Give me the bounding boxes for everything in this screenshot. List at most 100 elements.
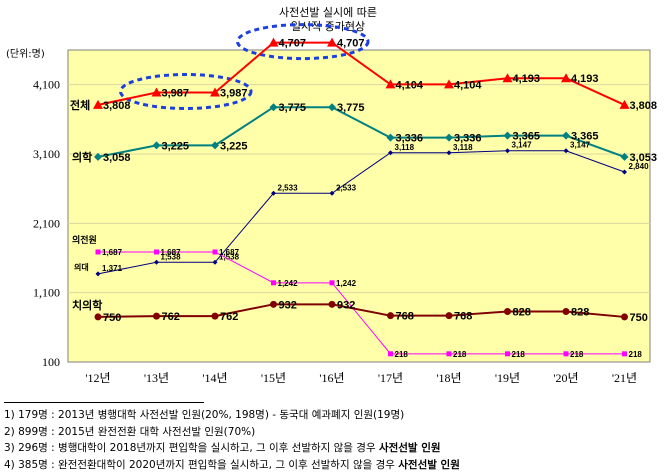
data-label: 932 xyxy=(337,299,355,311)
data-label: 3,053 xyxy=(630,152,658,164)
data-point-diamond xyxy=(620,152,629,161)
series-name-label: 의학 xyxy=(72,150,92,164)
series-line xyxy=(98,251,625,355)
data-point-circle xyxy=(445,312,453,320)
data-label: 1,538 xyxy=(161,252,182,261)
data-point-square xyxy=(505,351,510,357)
series-3: 1,371 1,538 1,538 2,533 2,533 3,118 3,118 3,147… xyxy=(74,141,649,277)
data-point-square xyxy=(563,351,569,357)
data-label: 3,058 xyxy=(103,152,131,164)
data-label: 4,707 xyxy=(337,38,365,50)
data-label: 750 xyxy=(630,312,648,324)
data-label: 218 xyxy=(512,350,526,359)
y-axis-ticks: 100 1,100 2,100 3,100 4,100 xyxy=(33,78,60,369)
data-point-square xyxy=(212,249,218,255)
data-label: 4,707 xyxy=(279,38,307,50)
data-point-diamond xyxy=(94,152,102,161)
data-point-circle xyxy=(504,308,511,316)
data-point-small-diamond xyxy=(388,150,393,156)
footnote-2-text: 2) 899명 : 2015년 완전전환 대학 사전선발 인원(70%) xyxy=(4,425,256,438)
data-label: 3,365 xyxy=(513,131,541,143)
highlight-oval xyxy=(236,23,370,61)
data-point-diamond xyxy=(269,103,278,112)
footnote-1: 1) 179명 : 2013년 병행대학 사전선발 인원(20%, 198명) … xyxy=(4,407,664,424)
data-label: 3,118 xyxy=(453,143,473,152)
data-label: 3,987 xyxy=(220,88,248,100)
footnote-1-text: 1) 179명 : 2013년 병행대학 사전선발 인원(20%, 198명) … xyxy=(4,409,405,421)
data-label: 3,336 xyxy=(454,133,482,145)
series-1: 3,808 3,987 3,987 4,707 4,707 4,104 4,104 4,193… xyxy=(70,37,657,112)
data-label: 3,336 xyxy=(396,133,424,145)
data-point-circle xyxy=(621,313,628,321)
data-point-diamond xyxy=(503,131,512,140)
data-point-circle xyxy=(270,300,277,308)
data-point-diamond xyxy=(328,103,336,112)
x-tick-label: '13년 xyxy=(144,371,169,385)
data-point-small-diamond xyxy=(95,271,101,277)
data-point-triangle xyxy=(268,37,279,47)
x-tick-label: '17년 xyxy=(378,371,403,385)
data-label: 1,371 xyxy=(102,264,123,273)
highlight-oval xyxy=(119,73,253,111)
data-point-triangle xyxy=(93,99,103,109)
data-label: 3,808 xyxy=(103,100,131,112)
data-label: 2,533 xyxy=(336,183,357,192)
data-label: 3,775 xyxy=(279,102,307,114)
data-label: 4,104 xyxy=(396,79,424,91)
data-point-circle xyxy=(387,312,394,320)
data-point-small-diamond xyxy=(212,259,218,265)
series-2: 3,058 3,225 3,225 3,775 3,775 3,336 3,336 3,365… xyxy=(72,102,657,164)
footnote-4-bold: 사전선발 인원 xyxy=(398,458,460,471)
x-tick-label: '15년 xyxy=(261,371,286,385)
data-point-small-diamond xyxy=(563,148,569,154)
x-tick-label: '12년 xyxy=(85,371,110,385)
data-label: 1,538 xyxy=(219,252,240,261)
data-point-circle xyxy=(211,312,219,320)
x-tick-label: '16년 xyxy=(319,371,344,385)
x-tick-label: '21년 xyxy=(612,371,637,385)
data-point-triangle xyxy=(502,73,513,83)
data-point-diamond xyxy=(562,131,570,140)
series-4: 1,687 1,687 1,687 1,242 1,242 218 218 218 218 218… xyxy=(72,234,642,359)
data-label: 762 xyxy=(220,311,238,323)
data-point-square xyxy=(271,280,276,286)
data-point-diamond xyxy=(152,141,161,150)
series-layer: 3,808 3,987 3,987 4,707 4,707 4,104 4,104 4,193… xyxy=(70,37,657,359)
footnote-rule xyxy=(4,402,204,403)
data-label: 4,193 xyxy=(571,73,599,85)
data-point-circle xyxy=(153,312,160,320)
data-point-square xyxy=(446,351,452,357)
line-chart: 사전선발 실시에 따른 일시적 증가현상 (단위:명) 1001,1002,10… xyxy=(6,6,657,385)
series-name-label: 의대 xyxy=(74,262,89,272)
data-point-diamond xyxy=(211,141,219,150)
data-point-triangle xyxy=(561,73,571,83)
data-label: 3,987 xyxy=(162,88,190,100)
grid-lines xyxy=(68,84,650,294)
data-label: 750 xyxy=(103,312,121,324)
data-point-triangle xyxy=(444,79,454,89)
data-label: 1,687 xyxy=(102,248,123,257)
y-tick-label: 100 xyxy=(42,355,60,369)
data-point-square xyxy=(154,249,159,255)
data-label: 3,147 xyxy=(512,141,533,150)
data-label: 4,193 xyxy=(513,73,541,85)
footnotes: 1) 179명 : 2013년 병행대학 사전선발 인원(20%, 198명) … xyxy=(4,402,664,473)
data-point-triangle xyxy=(210,87,220,97)
data-label: 3,118 xyxy=(395,143,415,152)
series-line xyxy=(97,303,625,318)
data-label: 762 xyxy=(162,311,180,323)
data-point-small-diamond xyxy=(622,169,627,175)
data-point-triangle xyxy=(151,87,162,97)
data-label: 3,365 xyxy=(571,131,599,143)
series-line xyxy=(97,150,625,275)
data-point-circle xyxy=(328,300,336,308)
series-line xyxy=(97,41,625,106)
x-tick-label: '19년 xyxy=(495,371,520,385)
data-label: 828 xyxy=(513,307,531,319)
data-label: 828 xyxy=(571,307,589,319)
unit-label: (단위:명) xyxy=(6,47,45,60)
data-point-small-diamond xyxy=(505,148,510,154)
data-label: 218 xyxy=(453,350,467,359)
x-tick-label: '20년 xyxy=(553,371,578,385)
